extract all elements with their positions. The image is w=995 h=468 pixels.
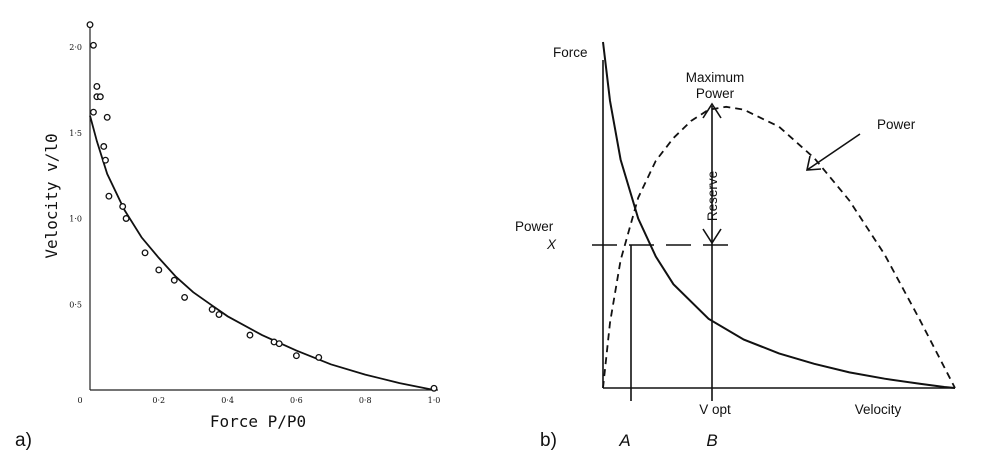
- panel-a-y-tick-labels: 0·5 1·0 1·5 2·0: [69, 43, 82, 309]
- panel-a-y-axis-label: Velocity v/l0: [42, 133, 61, 258]
- v-opt-label: V opt: [699, 402, 731, 417]
- panel-b-force-curve: [602, 41, 956, 389]
- panel-a-label: a): [15, 430, 32, 451]
- panel-a-data-point: [96, 93, 104, 101]
- panel-a-y-tick-label: 1·0: [69, 215, 82, 224]
- point-b-label: B: [706, 431, 717, 450]
- panel-a-x-tick-label: 1·0: [428, 396, 441, 405]
- panel-a-data-point: [208, 305, 216, 313]
- power-curve-label: Power: [877, 117, 916, 132]
- max-power-arrowhead: [702, 102, 722, 119]
- panel-b: Force Velocity V opt Maximum Power Power …: [515, 41, 956, 451]
- panel-a-data-point: [275, 340, 283, 348]
- panel-a-data-point: [141, 249, 149, 257]
- max-power-label-line: Maximum: [686, 70, 745, 85]
- panel-b-x-axis-label: Velocity: [855, 402, 902, 417]
- panel-a-data-point: [89, 108, 97, 116]
- reserve-arrowhead: [702, 228, 722, 245]
- x-symbol-label: X: [546, 237, 557, 252]
- panel-a-data-point: [430, 384, 438, 392]
- panel-a-data-point: [122, 215, 130, 222]
- panel-a-data-point: [119, 203, 127, 210]
- max-power-label: Maximum Power: [686, 70, 745, 101]
- power-x-label: Power: [515, 219, 554, 234]
- panel-a-x-axis-label: Force P/P0: [210, 412, 306, 431]
- panel-a-data-point: [89, 41, 97, 49]
- panel-a-y-tick-label: 2·0: [69, 43, 82, 52]
- panel-a-data-point: [170, 276, 178, 284]
- panel-b-power-curve: [602, 105, 956, 389]
- panel-b-label: b): [540, 430, 557, 451]
- panel-b-y-axis-label: Force: [553, 45, 588, 60]
- panel-a-data-point: [100, 143, 108, 150]
- panel-a-data-point: [246, 331, 254, 339]
- panel-a: 0 0·2 0·4 0·6 0·8 1·0 0·5 1·0 1·5 2·0 Force P/P0…: [15, 21, 440, 451]
- power-callout-arrowhead: [805, 155, 822, 171]
- panel-a-data-point: [93, 82, 101, 90]
- panel-a-y-tick-label: 0·5: [69, 300, 82, 309]
- panel-a-data-point: [155, 266, 163, 274]
- point-a-label: A: [618, 431, 630, 450]
- panel-a-data-point: [181, 293, 189, 301]
- panel-a-x-tick-label: 0·2: [152, 396, 165, 405]
- panel-a-data-point: [215, 311, 223, 318]
- panel-a-x-tick-label: 0·6: [290, 396, 303, 405]
- panel-a-data-point: [86, 21, 94, 29]
- panel-a-x-tick-labels: 0 0·2 0·4 0·6 0·8 1·0: [77, 396, 440, 405]
- panel-a-x-tick-label: 0·8: [359, 396, 372, 405]
- power-callout-line: [806, 133, 861, 171]
- panel-a-data-point: [103, 113, 111, 121]
- panel-a-data-point: [292, 352, 300, 360]
- max-power-label-line: Power: [696, 86, 735, 101]
- panel-a-data-point: [315, 353, 323, 361]
- panel-a-data-point: [102, 156, 109, 164]
- panel-a-data-points: [86, 21, 438, 392]
- panel-a-x-tick-label: 0: [77, 396, 82, 405]
- reserve-label: Reserve: [705, 171, 720, 221]
- panel-a-x-tick-label: 0·4: [221, 396, 234, 405]
- panel-a-data-point: [105, 192, 113, 200]
- panel-a-fit-curve: [89, 115, 435, 391]
- panel-a-y-tick-label: 1·5: [69, 129, 82, 138]
